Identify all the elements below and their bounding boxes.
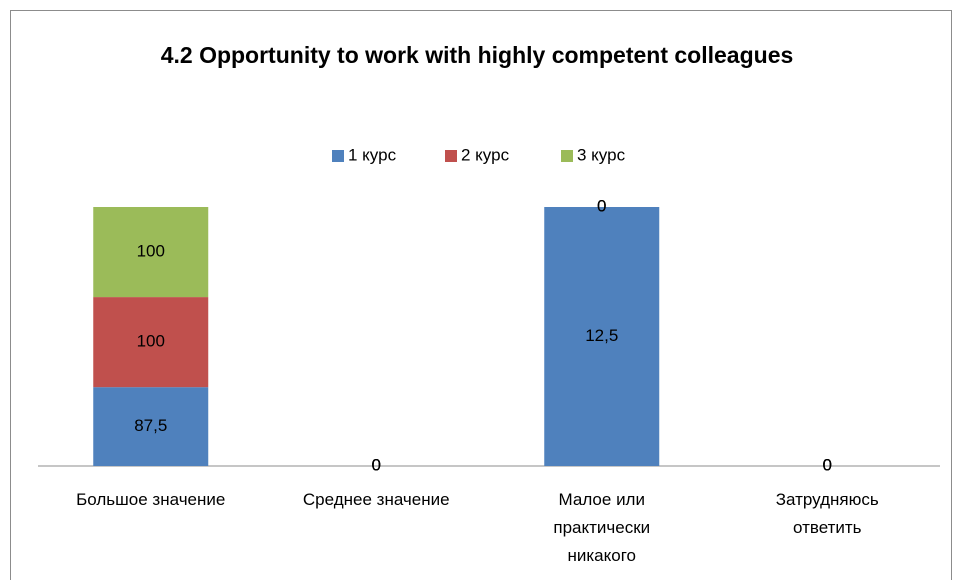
- legend-label: 3 курс: [577, 145, 626, 164]
- data-label: 0: [372, 455, 381, 474]
- x-tick-label: Большое значение: [76, 490, 226, 509]
- data-label: 0: [372, 455, 381, 474]
- legend-swatch: [332, 150, 344, 162]
- data-label: 0: [372, 455, 381, 474]
- legend-label: 1 курс: [348, 145, 397, 164]
- x-tick-label: Малое или практически никакого: [553, 490, 651, 565]
- data-label: 0: [823, 455, 832, 474]
- data-label: 0: [597, 196, 606, 215]
- data-label: 100: [137, 242, 165, 261]
- legend-swatch: [445, 150, 457, 162]
- legend-swatch: [561, 150, 573, 162]
- x-tick-label: Среднее значение: [302, 490, 450, 509]
- data-label: 12,5: [585, 326, 618, 345]
- data-label: 0: [597, 196, 606, 215]
- data-label: 87,5: [134, 416, 167, 435]
- data-label: 0: [823, 455, 832, 474]
- data-label: 0: [823, 455, 832, 474]
- bar-segment: [93, 207, 209, 298]
- x-tick-label: Затрудняюсь ответить: [775, 490, 879, 537]
- bar-segment: [93, 387, 209, 466]
- legend-label: 2 курс: [461, 145, 510, 164]
- data-label: 100: [137, 332, 165, 351]
- chart-title: 4.2 Opportunity to work with highly comp…: [160, 42, 794, 68]
- chart-frame: [10, 10, 952, 580]
- bar-segment: [544, 207, 660, 466]
- bar-segment: [93, 297, 209, 388]
